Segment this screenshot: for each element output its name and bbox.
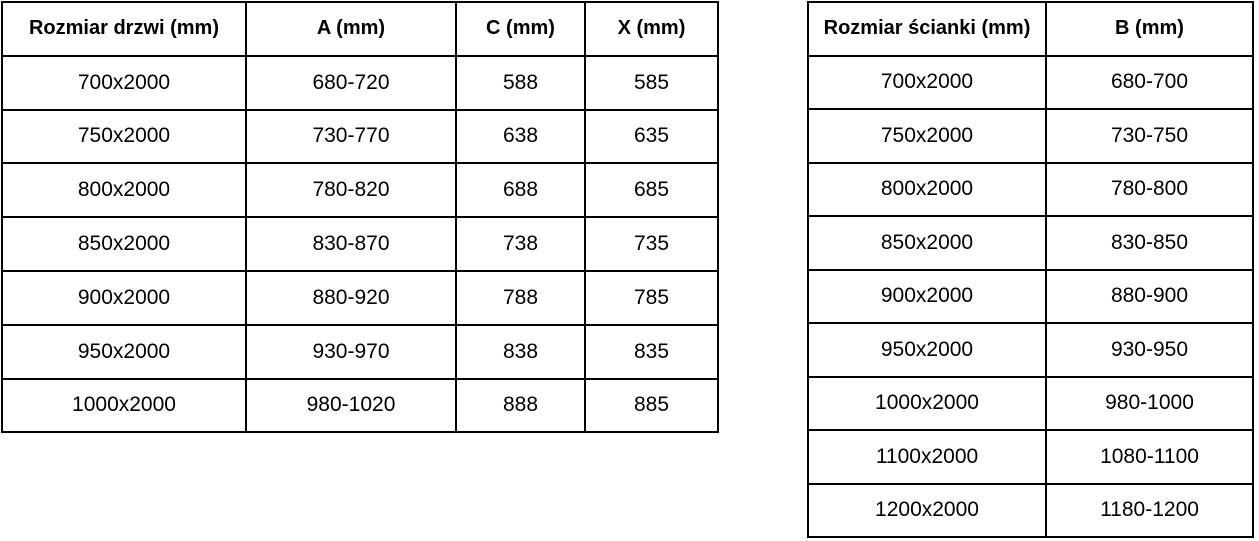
table-cell: 700x2000 — [807, 54, 1047, 110]
table-cell: 900x2000 — [807, 268, 1047, 324]
table-cell: 730-750 — [1045, 108, 1254, 164]
table-cell: 780-820 — [245, 162, 457, 219]
table-row: 900x2000 880-920 788 785 — [1, 269, 719, 326]
table-cell: 930-970 — [245, 323, 457, 380]
table-cell: 635 — [584, 108, 719, 165]
table-cell: 1080-1100 — [1045, 429, 1254, 485]
header-row: Rozmiar ścianki (mm) B (mm) — [807, 1, 1254, 57]
column-header: B (mm) — [1045, 1, 1254, 57]
table-cell: 885 — [584, 377, 719, 434]
column-header: C (mm) — [455, 1, 586, 57]
table-cell: 880-900 — [1045, 268, 1254, 324]
table-cell: 738 — [455, 216, 586, 272]
table-cell: 930-950 — [1045, 322, 1254, 378]
column-header: A (mm) — [245, 1, 457, 57]
table-cell: 1180-1200 — [1045, 482, 1254, 538]
table-cell: 785 — [584, 269, 719, 326]
table-row: 1100x2000 1080-1100 — [807, 429, 1254, 485]
table-cell: 735 — [584, 216, 719, 272]
table-row: 800x2000 780-820 688 685 — [1, 162, 719, 219]
table-row: 950x2000 930-970 838 835 — [1, 323, 719, 380]
table-cell: 850x2000 — [807, 215, 1047, 271]
table-cell: 800x2000 — [807, 161, 1047, 217]
wall-size-table-header: Rozmiar ścianki (mm) B (mm) — [807, 1, 1254, 57]
table-row: 750x2000 730-770 638 635 — [1, 108, 719, 165]
table-cell: 850x2000 — [1, 216, 247, 272]
table-cell: 800x2000 — [1, 162, 247, 219]
table-row: 800x2000 780-800 — [807, 161, 1254, 217]
table-cell: 980-1000 — [1045, 375, 1254, 431]
table-row: 950x2000 930-950 — [807, 322, 1254, 378]
table-cell: 880-920 — [245, 269, 457, 326]
table-cell: 750x2000 — [1, 108, 247, 165]
table-cell: 685 — [584, 162, 719, 219]
column-header: Rozmiar drzwi (mm) — [1, 1, 247, 57]
table-cell: 950x2000 — [807, 322, 1047, 378]
table-row: 1000x2000 980-1020 888 885 — [1, 377, 719, 434]
table-cell: 680-700 — [1045, 54, 1254, 110]
table-cell: 730-770 — [245, 108, 457, 165]
column-header: Rozmiar ścianki (mm) — [807, 1, 1047, 57]
table-cell: 830-850 — [1045, 215, 1254, 271]
table-cell: 1000x2000 — [807, 375, 1047, 431]
table-row: 1200x2000 1180-1200 — [807, 482, 1254, 538]
table-cell: 750x2000 — [807, 108, 1047, 164]
table-row: 700x2000 680-720 588 585 — [1, 54, 719, 111]
table-cell: 835 — [584, 323, 719, 380]
table-cell: 1100x2000 — [807, 429, 1047, 485]
table-cell: 588 — [455, 54, 586, 111]
table-cell: 980-1020 — [245, 377, 457, 434]
door-size-table-header: Rozmiar drzwi (mm) A (mm) C (mm) X (mm) — [1, 1, 719, 57]
table-cell: 700x2000 — [1, 54, 247, 111]
table-row: 850x2000 830-870 738 735 — [1, 216, 719, 272]
table-cell: 688 — [455, 162, 586, 219]
table-row: 850x2000 830-850 — [807, 215, 1254, 271]
wall-size-table-body: 700x2000 680-700 750x2000 730-750 800x2000 78… — [807, 54, 1254, 538]
table-cell: 585 — [584, 54, 719, 111]
table-row: 1000x2000 980-1000 — [807, 375, 1254, 431]
table-row: 750x2000 730-750 — [807, 108, 1254, 164]
table-cell: 788 — [455, 269, 586, 326]
column-header: X (mm) — [584, 1, 719, 57]
table-cell: 900x2000 — [1, 269, 247, 326]
door-size-table-body: 700x2000 680-720 588 585 750x2000 730-770 638 6… — [1, 54, 719, 434]
table-cell: 680-720 — [245, 54, 457, 111]
wall-size-table: Rozmiar ścianki (mm) B (mm) 700x2000 680-7… — [807, 1, 1254, 538]
table-row: 700x2000 680-700 — [807, 54, 1254, 110]
header-row: Rozmiar drzwi (mm) A (mm) C (mm) X (mm) — [1, 1, 719, 57]
table-cell: 950x2000 — [1, 323, 247, 380]
table-cell: 1000x2000 — [1, 377, 247, 434]
table-cell: 780-800 — [1045, 161, 1254, 217]
table-cell: 830-870 — [245, 216, 457, 272]
table-cell: 1200x2000 — [807, 482, 1047, 538]
table-row: 900x2000 880-900 — [807, 268, 1254, 324]
table-cell: 638 — [455, 108, 586, 165]
table-cell: 888 — [455, 377, 586, 434]
door-size-table: Rozmiar drzwi (mm) A (mm) C (mm) X (mm) 700… — [1, 1, 719, 434]
table-cell: 838 — [455, 323, 586, 380]
